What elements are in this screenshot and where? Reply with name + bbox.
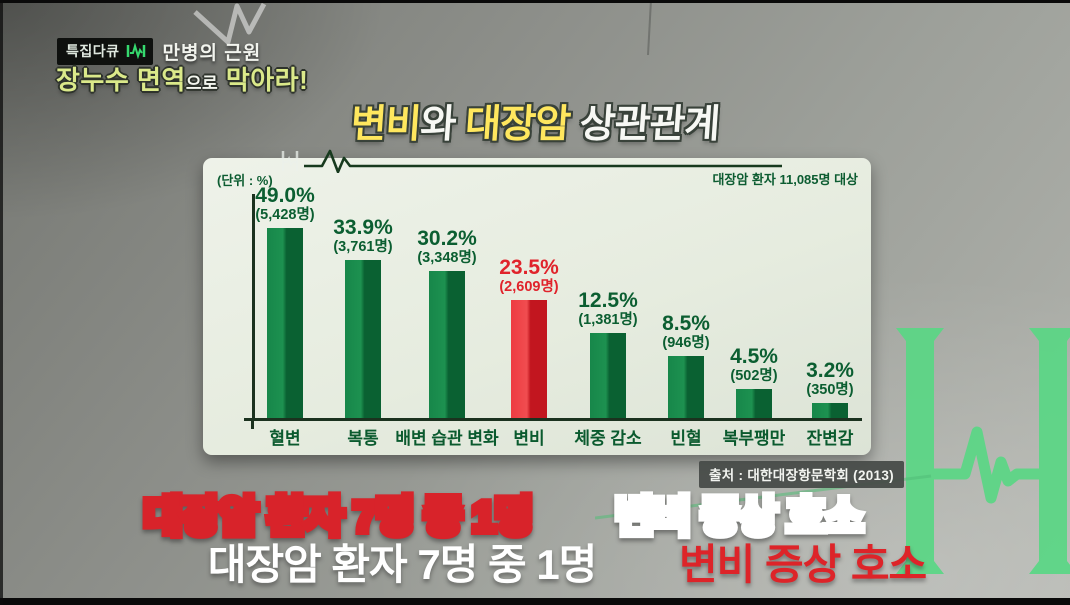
- bar-value-label: 49.0%: [255, 184, 315, 208]
- episode-title-main: 장누수 면역: [56, 65, 186, 95]
- headline-text: 변비와 대장암 상관관계: [349, 93, 721, 149]
- small-h-icon: [281, 151, 299, 171]
- bottom-caption: 대장암 환자 7명 중 1명 대장암 환자 7명 중 1명 변비 증상 호소 변비…: [0, 483, 1070, 605]
- program-header: 특집다큐 만병의 근원: [57, 38, 261, 65]
- bar-count-label: (946명): [662, 335, 710, 352]
- bar: [345, 260, 381, 418]
- scratch-heartbeat-icon: [193, 0, 652, 56]
- bar-value-label: 12.5%: [578, 289, 638, 313]
- badge-heartbeat-icon: [126, 43, 145, 59]
- category-label: 잔변감: [806, 429, 854, 448]
- bar-count-label: (350명): [806, 382, 854, 399]
- bar: [590, 333, 626, 418]
- program-badge: 특집다큐: [57, 38, 153, 65]
- chart-panel: (단위 : %) 대장암 환자 11,085명 대상 49.0% (5,428명)…: [203, 158, 871, 455]
- bar: [736, 389, 772, 418]
- bar-count-label: (2,609명): [499, 279, 559, 296]
- bar-column: 4.5% (502명): [694, 346, 814, 418]
- bar-column: 30.2% (3,348명): [387, 228, 507, 418]
- source-badge: 출처 : 대한대장항문학회 (2013): [699, 461, 904, 488]
- headline-keyword-1: 변비: [349, 103, 422, 146]
- headline-rest: 상관관계: [568, 103, 721, 146]
- bar-value-label: 30.2%: [417, 227, 477, 251]
- category-label: 체중 감소: [574, 429, 642, 448]
- y-axis: [252, 194, 255, 421]
- episode-title-tail: 막아라!: [218, 65, 309, 95]
- bar-column: 3.2% (350명): [770, 360, 890, 418]
- headline-underline: [280, 147, 790, 173]
- x-axis: [244, 418, 862, 421]
- episode-title-particle: 으로: [185, 74, 219, 93]
- bar-column: 33.9% (3,761명): [303, 217, 423, 418]
- category-label: 복부팽만: [722, 429, 786, 448]
- episode-title: 장누수 면역으로 막아라!: [56, 60, 308, 97]
- program-topic: 만병의 근원: [162, 43, 262, 64]
- frame-left-edge: [0, 0, 3, 605]
- bar-count-label: (1,381명): [578, 312, 638, 329]
- caption-segment-red: 변비 증상 호소 변비 증상 호소: [611, 489, 927, 588]
- bar-column: 49.0% (5,428명): [225, 185, 345, 418]
- category-label: 변비: [513, 429, 545, 448]
- bar-value-label: 4.5%: [730, 345, 778, 369]
- caption-segment-white: 대장암 환자 7명 중 1명 대장암 환자 7명 중 1명: [140, 489, 607, 588]
- x-axis-tick: [251, 418, 254, 429]
- bar-column: 8.5% (946명): [626, 313, 746, 418]
- bar-column: 23.5% (2,609명): [469, 257, 589, 418]
- headline-connector: 와: [418, 103, 467, 146]
- highlighted-bar: [511, 300, 547, 418]
- chart-sample-label: 대장암 환자 11,085명 대상: [712, 172, 858, 187]
- chart-unit-label: (단위 : %): [217, 173, 273, 188]
- letterbox-top: [0, 0, 1070, 3]
- bar-count-label: (3,348명): [417, 250, 477, 267]
- bar-value-label: 8.5%: [662, 312, 710, 336]
- bar-value-label: 3.2%: [806, 359, 854, 383]
- category-label: 혈변: [269, 429, 301, 448]
- bar-count-label: (502명): [730, 368, 778, 385]
- bar-value-label: 23.5%: [499, 256, 559, 280]
- bar-count-label: (3,761명): [333, 239, 393, 256]
- headline: 변비와 대장암 상관관계: [0, 93, 1070, 173]
- category-label: 빈혈: [670, 429, 702, 448]
- bar: [429, 271, 465, 418]
- heartbeat-underline-icon: [304, 149, 782, 173]
- category-label: 복통: [347, 429, 379, 448]
- headline-keyword-2: 대장암: [463, 103, 572, 146]
- bar-column: 12.5% (1,381명): [548, 290, 668, 418]
- bar: [812, 403, 848, 418]
- bar: [668, 356, 704, 418]
- category-label: 배변 습관 변화: [395, 429, 499, 448]
- bar-value-label: 33.9%: [333, 216, 393, 240]
- h-heartbeat-watermark-icon: [595, 328, 1070, 574]
- bar-count-label: (5,428명): [255, 207, 315, 224]
- bar: [267, 228, 303, 418]
- program-badge-label: 특집다큐: [66, 43, 120, 59]
- letterbox-bottom: [0, 598, 1070, 605]
